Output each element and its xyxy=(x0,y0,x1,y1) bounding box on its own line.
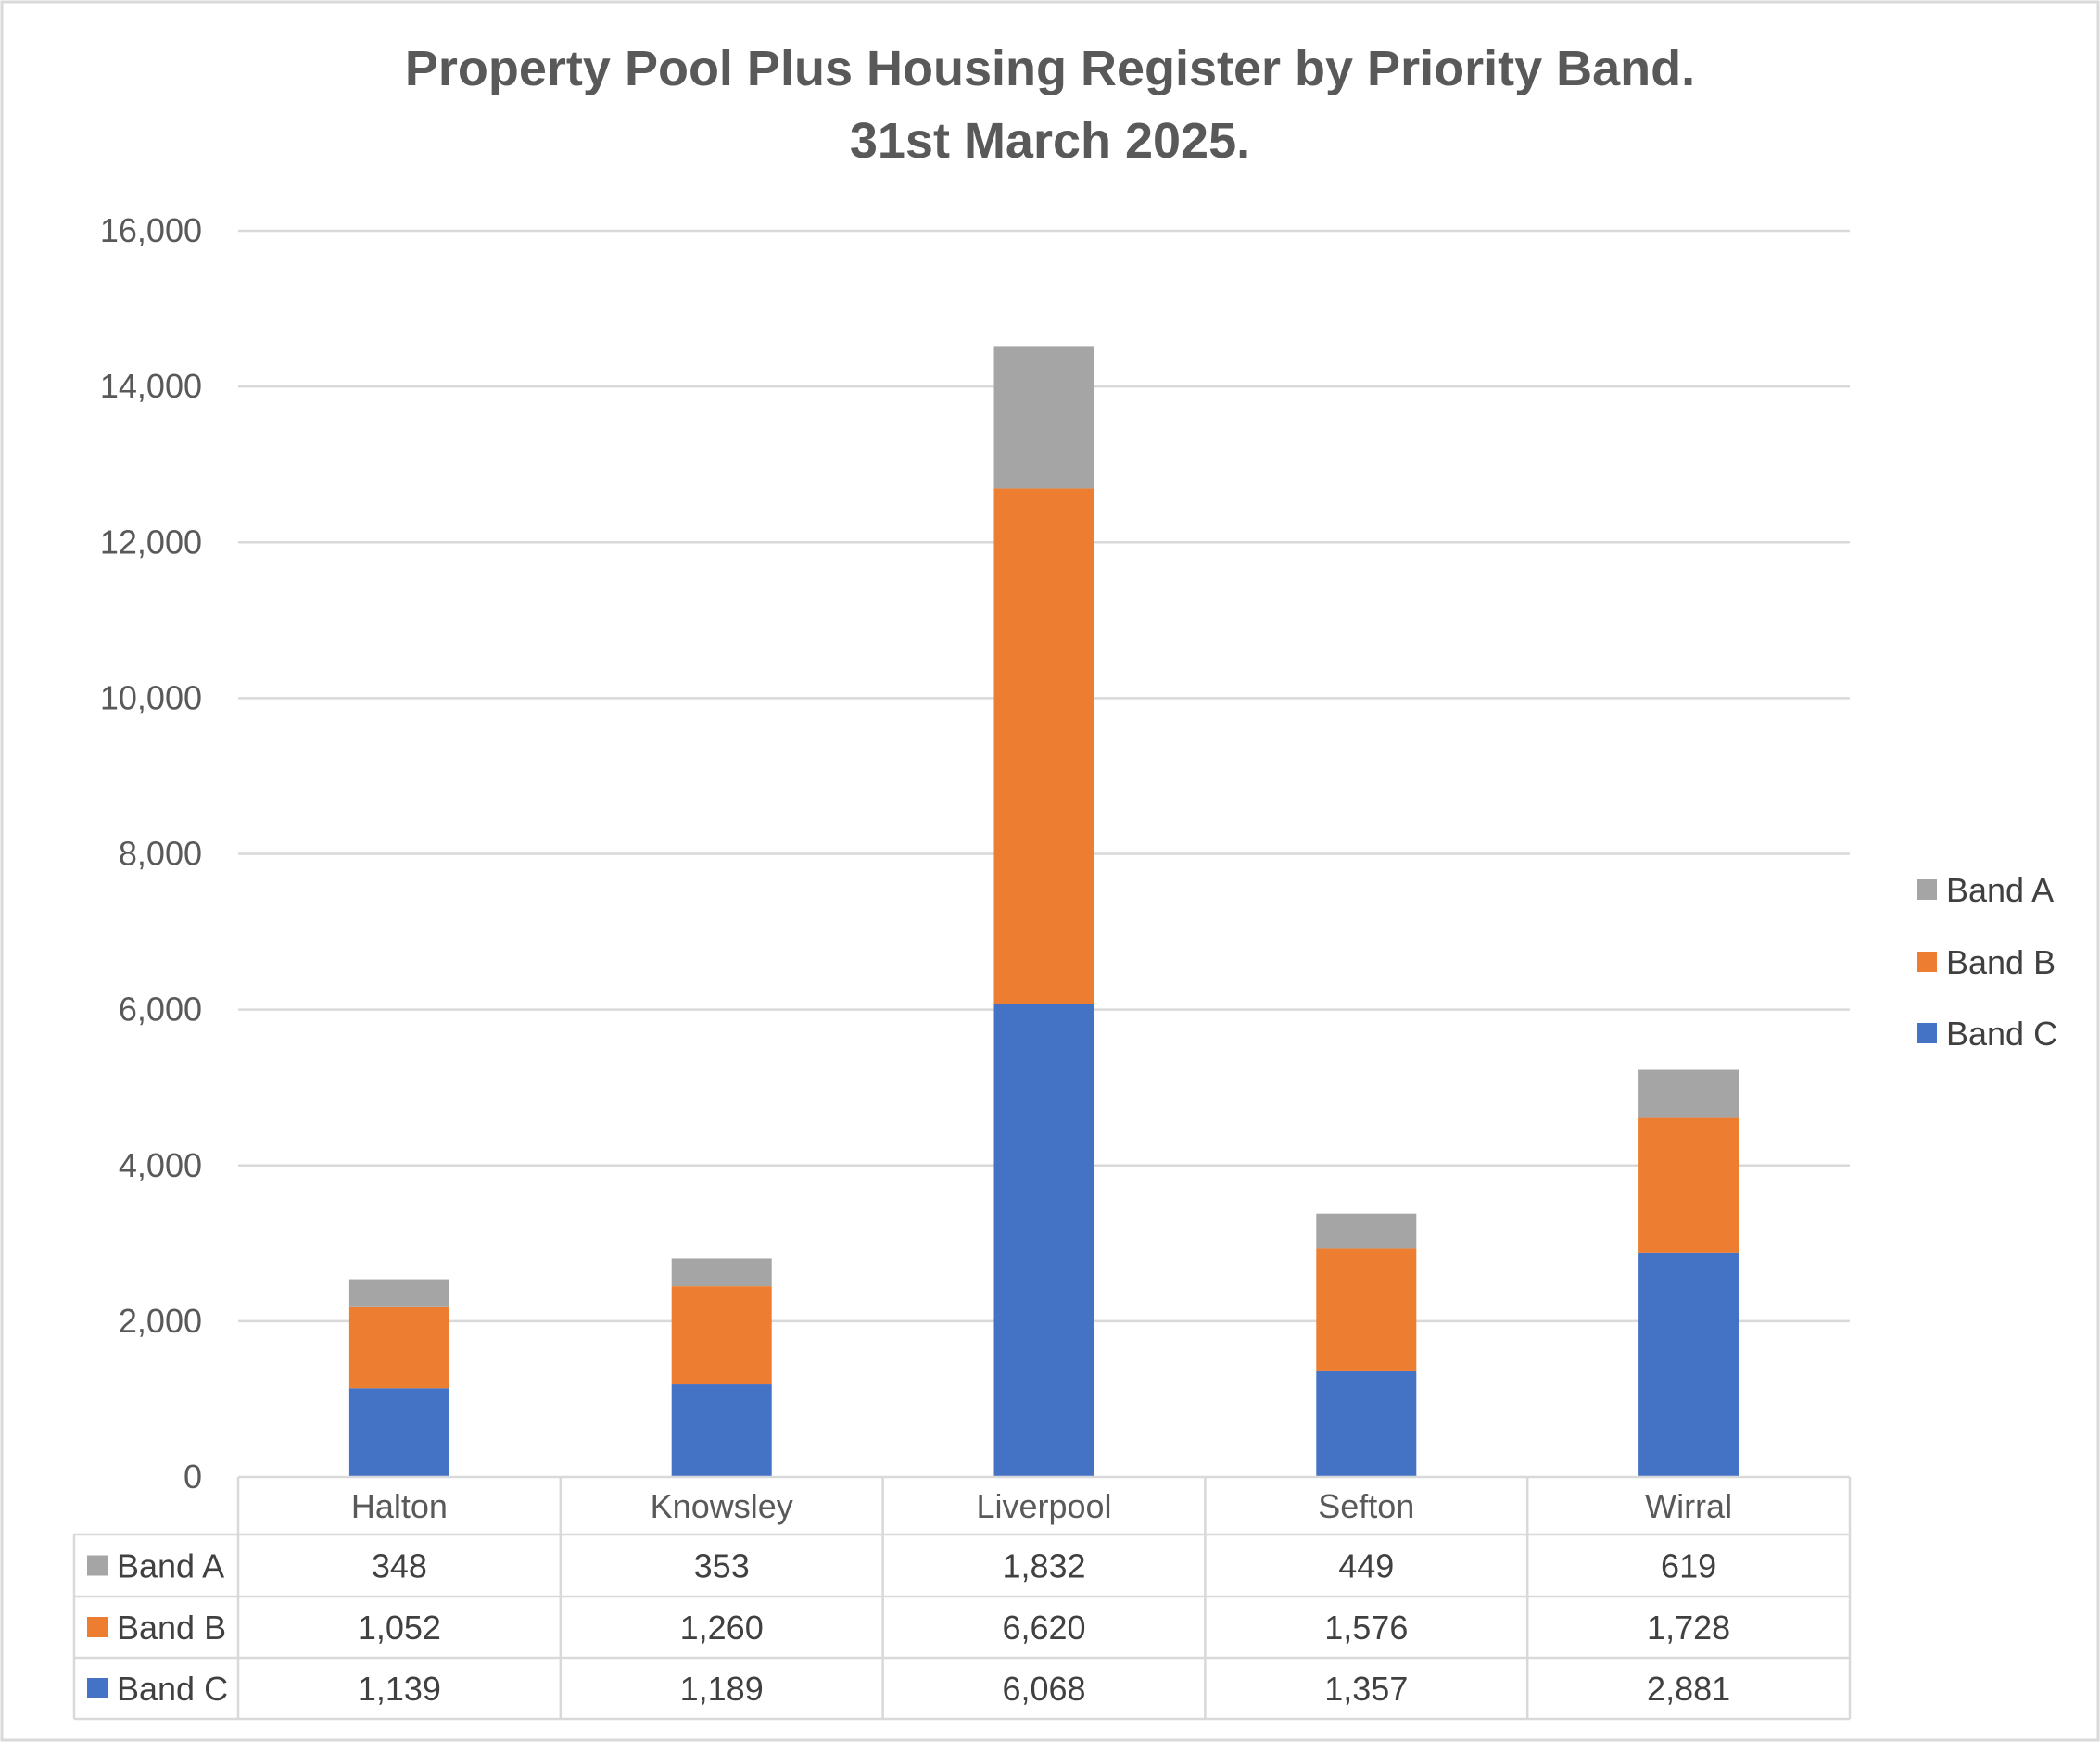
y-tick-label: 4,000 xyxy=(119,1146,202,1184)
table-cell-value: 619 xyxy=(1661,1547,1716,1585)
bar-wirral-band-a xyxy=(1638,1069,1739,1118)
x-category-label: Halton xyxy=(351,1487,448,1525)
y-tick-label: 12,000 xyxy=(100,523,202,561)
x-category-label: Sefton xyxy=(1318,1487,1414,1525)
table-cell-value: 2,881 xyxy=(1647,1670,1730,1708)
chart-title-line-1: Property Pool Plus Housing Register by P… xyxy=(405,41,1695,96)
bar-knowsley-band-c xyxy=(671,1384,772,1477)
table-cell-value: 1,139 xyxy=(358,1670,441,1708)
table-cell-value: 449 xyxy=(1338,1547,1394,1585)
y-tick-label: 10,000 xyxy=(100,678,202,716)
bar-halton-band-a xyxy=(348,1279,449,1306)
y-tick-label: 14,000 xyxy=(100,367,202,405)
table-cell-value: 348 xyxy=(372,1547,427,1585)
bar-liverpool-band-c xyxy=(993,1004,1094,1477)
bar-wirral-band-c xyxy=(1638,1252,1739,1477)
table-cell-value: 6,068 xyxy=(1002,1670,1085,1708)
y-tick-label: 0 xyxy=(183,1458,202,1496)
bar-halton-band-c xyxy=(348,1388,449,1477)
table-cell-value: 1,357 xyxy=(1324,1670,1408,1708)
chart-title: Property Pool Plus Housing Register by P… xyxy=(405,41,1695,169)
x-category-label: Wirral xyxy=(1645,1487,1732,1525)
legend-label: Band B xyxy=(1946,943,2056,981)
table-cell-value: 1,260 xyxy=(680,1609,764,1647)
y-tick-label: 6,000 xyxy=(119,991,202,1029)
y-axis-tick-labels: 0 2,000 4,000 6,000 8,000 10,000 12,000 14,000 1… xyxy=(100,211,202,1496)
legend-swatch-band-b xyxy=(1917,952,1937,972)
legend: Band A Band B Band C xyxy=(1917,871,2057,1053)
table-swatch-band-b xyxy=(87,1617,108,1637)
table-cell-value: 353 xyxy=(694,1547,750,1585)
bar-series xyxy=(348,346,1739,1477)
y-tick-label: 2,000 xyxy=(119,1302,202,1340)
bar-sefton-band-b xyxy=(1316,1248,1417,1371)
bar-knowsley-band-a xyxy=(671,1258,772,1287)
bar-wirral-band-b xyxy=(1638,1117,1739,1253)
bar-sefton-band-c xyxy=(1316,1370,1417,1477)
bar-knowsley-band-b xyxy=(671,1286,772,1385)
bar-sefton-band-a xyxy=(1316,1213,1417,1249)
legend-swatch-band-c xyxy=(1917,1023,1937,1043)
table-swatch-band-a xyxy=(87,1555,108,1576)
legend-label: Band C xyxy=(1946,1015,2057,1053)
data-table: Halton Knowsley Liverpool Sefton Wirral Band … xyxy=(72,1475,1852,1721)
chart-title-line-2: 31st March 2025. xyxy=(850,113,1250,169)
bar-liverpool-band-a xyxy=(993,346,1094,489)
x-category-label: Knowsley xyxy=(651,1487,793,1525)
table-cell-value: 1,189 xyxy=(680,1670,764,1708)
table-cell-value: 1,576 xyxy=(1324,1609,1408,1647)
legend-swatch-band-a xyxy=(1917,879,1937,900)
table-swatch-band-c xyxy=(87,1678,108,1698)
bar-halton-band-b xyxy=(348,1306,449,1389)
table-cell-value: 6,620 xyxy=(1002,1609,1085,1647)
table-row-label: Band A xyxy=(117,1547,224,1585)
table-row-label: Band B xyxy=(117,1609,226,1647)
table-cell-value: 1,832 xyxy=(1002,1547,1085,1585)
table-cell-value: 1,728 xyxy=(1647,1609,1730,1647)
bar-liverpool-band-b xyxy=(993,488,1094,1004)
y-tick-label: 16,000 xyxy=(100,211,202,249)
x-category-label: Liverpool xyxy=(976,1487,1111,1525)
legend-label: Band A xyxy=(1946,871,2054,909)
table-cell-value: 1,052 xyxy=(358,1609,441,1647)
y-tick-label: 8,000 xyxy=(119,835,202,873)
table-row-label: Band C xyxy=(117,1670,228,1708)
